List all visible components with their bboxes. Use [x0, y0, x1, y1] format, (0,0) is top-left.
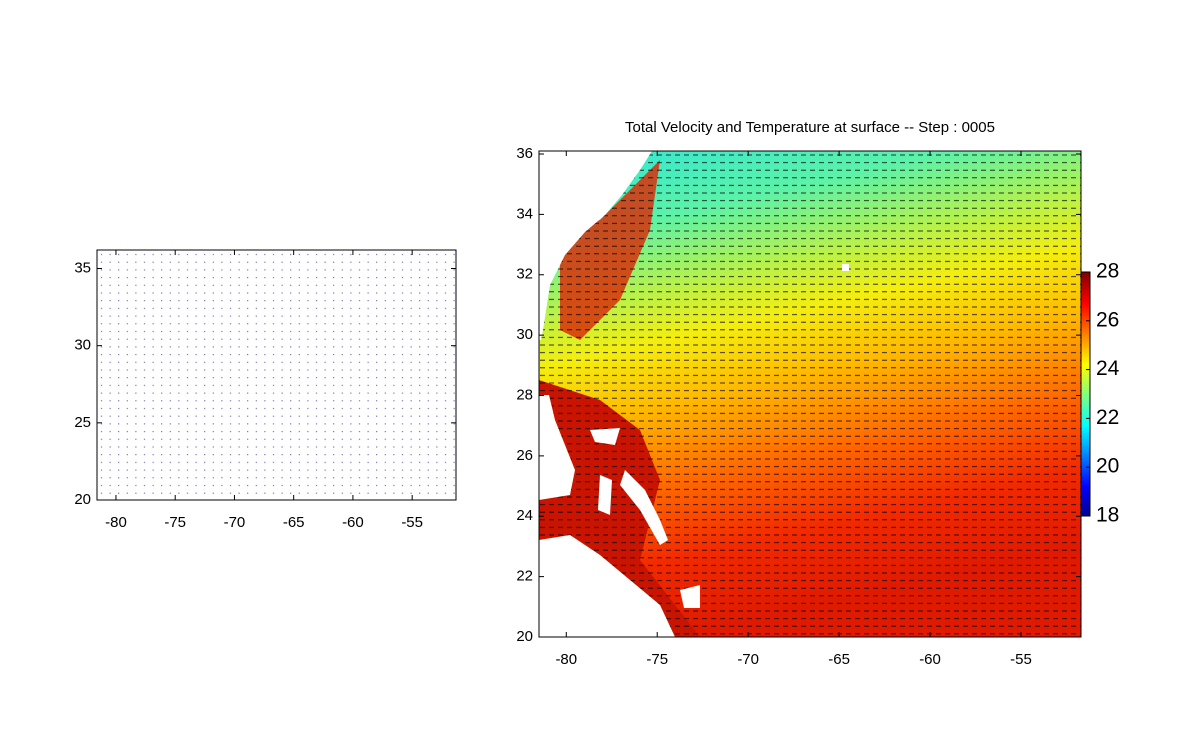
colorbar-tick-label: 24 [1096, 357, 1120, 380]
colorbar-tick-label: 26 [1096, 308, 1119, 331]
chart-title: Total Velocity and Temperature at surfac… [625, 119, 995, 136]
axes-frame [538, 150, 1082, 638]
y-tick-label: 36 [516, 145, 533, 162]
y-tick-label: 34 [516, 205, 533, 222]
y-tick-label: 20 [74, 491, 91, 508]
y-tick-label: 24 [516, 507, 533, 524]
colorbar-tick-label: 18 [1096, 504, 1119, 527]
colorbar [1080, 271, 1091, 517]
y-tick-label: 22 [516, 568, 533, 585]
axes-frame [96, 249, 457, 501]
y-tick-label: 28 [516, 386, 533, 403]
x-tick-label: -75 [646, 651, 668, 668]
y-tick-label: 32 [516, 266, 533, 283]
x-tick-label: -80 [105, 514, 127, 531]
y-tick-label: 30 [516, 326, 533, 343]
x-tick-label: -65 [283, 514, 305, 531]
temperature-map [539, 151, 1081, 637]
x-tick-label: -65 [828, 651, 850, 668]
x-tick-label: -55 [1010, 651, 1032, 668]
velocity-field [97, 250, 456, 500]
x-tick-label: -70 [737, 651, 759, 668]
x-tick-label: -60 [342, 514, 364, 531]
colorbar-tick-label: 22 [1096, 406, 1119, 429]
x-tick-label: -60 [919, 651, 941, 668]
y-tick-label: 26 [516, 447, 533, 464]
x-tick-label: -55 [401, 514, 423, 531]
y-tick-label: 25 [74, 414, 91, 431]
x-tick-label: -75 [164, 514, 186, 531]
colorbar-tick-label: 28 [1096, 260, 1119, 283]
colorbar-tick-label: 20 [1096, 455, 1119, 478]
x-tick-label: -80 [555, 651, 577, 668]
y-tick-label: 35 [74, 259, 91, 276]
y-tick-label: 30 [74, 337, 91, 354]
y-tick-label: 20 [516, 628, 533, 645]
x-tick-label: -70 [224, 514, 246, 531]
